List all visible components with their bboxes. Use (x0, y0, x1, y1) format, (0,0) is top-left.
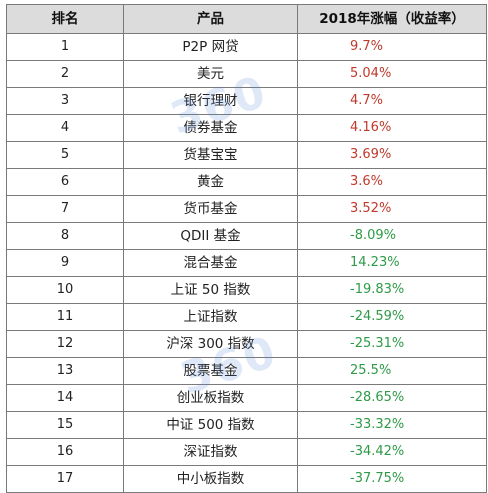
table-row: 9 混合基金 14.23% (6, 249, 487, 277)
product-cell: 债券基金 (123, 114, 298, 142)
table-row: 14 创业板指数 -28.65% (6, 384, 487, 412)
return-cell: -24.59% (297, 303, 487, 331)
return-cell: -33.32% (297, 411, 487, 439)
rank-cell: 17 (6, 465, 124, 493)
table-row: 3 银行理财 4.7% (6, 87, 487, 115)
return-cell: -37.75% (297, 465, 487, 493)
table-row: 7 货币基金 3.52% (6, 195, 487, 223)
table-row: 15 中证 500 指数 -33.32% (6, 411, 487, 439)
return-cell: 25.5% (297, 357, 487, 385)
table-row: 10 上证 50 指数 -19.83% (6, 276, 487, 304)
return-cell: 3.6% (297, 168, 487, 196)
product-cell: 创业板指数 (123, 384, 298, 412)
table-row: 12 沪深 300 指数 -25.31% (6, 330, 487, 358)
rank-cell: 14 (6, 384, 124, 412)
rank-cell: 16 (6, 438, 124, 466)
rank-cell: 2 (6, 60, 124, 88)
return-cell: 3.52% (297, 195, 487, 223)
return-cell: 4.16% (297, 114, 487, 142)
product-cell: 股票基金 (123, 357, 298, 385)
rank-cell: 6 (6, 168, 124, 196)
rank-cell: 8 (6, 222, 124, 250)
rank-cell: 9 (6, 249, 124, 277)
table-header: 排名 产品 2018年涨幅（收益率） (6, 4, 487, 34)
header-return: 2018年涨幅（收益率） (297, 4, 487, 34)
return-cell: -28.65% (297, 384, 487, 412)
return-cell: 14.23% (297, 249, 487, 277)
rank-cell: 11 (6, 303, 124, 331)
table-row: 5 货基宝宝 3.69% (6, 141, 487, 169)
return-cell: 5.04% (297, 60, 487, 88)
rank-cell: 10 (6, 276, 124, 304)
header-rank: 排名 (6, 4, 124, 34)
table-row: 11 上证指数 -24.59% (6, 303, 487, 331)
rank-cell: 7 (6, 195, 124, 223)
rank-cell: 13 (6, 357, 124, 385)
return-cell: 3.69% (297, 141, 487, 169)
rank-cell: 12 (6, 330, 124, 358)
product-cell: 黄金 (123, 168, 298, 196)
rank-cell: 5 (6, 141, 124, 169)
product-cell: QDII 基金 (123, 222, 298, 250)
return-cell: -19.83% (297, 276, 487, 304)
rank-cell: 3 (6, 87, 124, 115)
product-cell: 混合基金 (123, 249, 298, 277)
product-cell: 中证 500 指数 (123, 411, 298, 439)
table-body: 1 P2P 网贷 9.7% 2 美元 5.04% 3 银行理财 4.7% 4 债券基金 4.16% 5 货… (6, 33, 487, 493)
product-cell: 中小板指数 (123, 465, 298, 493)
rank-cell: 1 (6, 33, 124, 61)
table-row: 6 黄金 3.6% (6, 168, 487, 196)
header-row: 排名 产品 2018年涨幅（收益率） (6, 4, 487, 34)
header-product: 产品 (123, 4, 298, 34)
return-cell: 9.7% (297, 33, 487, 61)
product-cell: 美元 (123, 60, 298, 88)
table-row: 17 中小板指数 -37.75% (6, 465, 487, 493)
return-cell: 4.7% (297, 87, 487, 115)
table-row: 16 深证指数 -34.42% (6, 438, 487, 466)
table-row: 4 债券基金 4.16% (6, 114, 487, 142)
product-cell: 上证 50 指数 (123, 276, 298, 304)
product-cell: 货基宝宝 (123, 141, 298, 169)
return-cell: -34.42% (297, 438, 487, 466)
return-cell: -8.09% (297, 222, 487, 250)
product-cell: 沪深 300 指数 (123, 330, 298, 358)
table-row: 2 美元 5.04% (6, 60, 487, 88)
table-row: 1 P2P 网贷 9.7% (6, 33, 487, 61)
table-row: 13 股票基金 25.5% (6, 357, 487, 385)
table-row: 8 QDII 基金 -8.09% (6, 222, 487, 250)
product-cell: P2P 网贷 (123, 33, 298, 61)
product-cell: 上证指数 (123, 303, 298, 331)
product-cell: 银行理财 (123, 87, 298, 115)
return-cell: -25.31% (297, 330, 487, 358)
ranking-table-container: 排名 产品 2018年涨幅（收益率） 1 P2P 网贷 9.7% 2 美元 5.04% 3 银… (6, 4, 487, 493)
rank-cell: 15 (6, 411, 124, 439)
rank-cell: 4 (6, 114, 124, 142)
product-cell: 货币基金 (123, 195, 298, 223)
product-cell: 深证指数 (123, 438, 298, 466)
returns-ranking-table: 排名 产品 2018年涨幅（收益率） 1 P2P 网贷 9.7% 2 美元 5.04% 3 银… (6, 4, 487, 493)
